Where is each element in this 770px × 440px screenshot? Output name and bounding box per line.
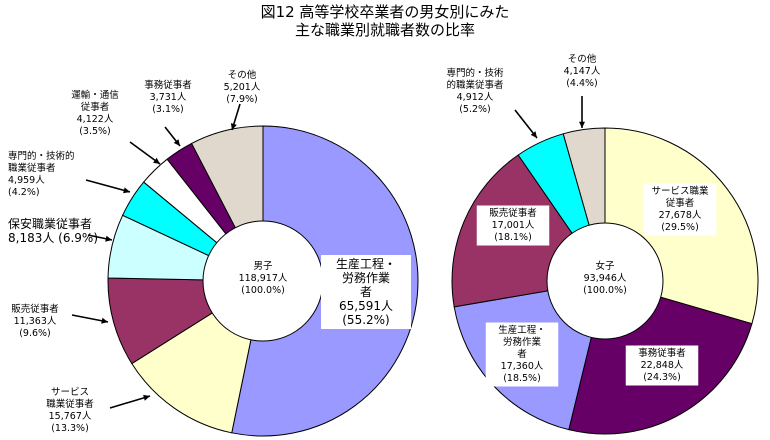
data-label-bg bbox=[485, 322, 559, 387]
data-label: 販売従事者 11,363人(9.6%) bbox=[11, 303, 59, 339]
data-label-bg bbox=[625, 345, 699, 386]
data-label: 保安職業従事者 8,183人 (6.9%) bbox=[8, 216, 98, 245]
leader-arrow bbox=[85, 179, 131, 193]
data-label: 事務従事者 3,731人(3.1%) bbox=[144, 79, 192, 115]
pie-male: 男子 118,917人(100.0%) 生産工程・労務作業者 65,591人(55.2… bbox=[8, 69, 419, 437]
pie-center-hole bbox=[546, 222, 664, 340]
leader-arrowhead bbox=[173, 139, 180, 146]
pie-center-label: 女子 93,946人(100.0%) bbox=[583, 260, 627, 296]
data-label: その他 5,201人(7.9%) bbox=[224, 69, 261, 105]
data-label: 事務従事者 22,848人(24.3%) bbox=[638, 347, 686, 383]
data-label: サービス職業従事者 27,678人(29.5%) bbox=[651, 185, 709, 233]
data-label-bg bbox=[643, 183, 717, 236]
data-label: 運輸・通信従事者 4,122人(3.5%) bbox=[71, 89, 119, 137]
leader-arrow bbox=[109, 395, 151, 409]
data-label: その他 4,147人(4.4%) bbox=[564, 53, 601, 89]
data-label: 専門的・技術的職業従事者 4,959人(4.2%) bbox=[8, 150, 75, 198]
chart-title-line: 主な職業別就職者数の比率 bbox=[295, 21, 475, 39]
data-label: サービス職業従事者 15,767人(13.3%) bbox=[46, 387, 94, 434]
leader-arrowhead bbox=[579, 121, 585, 128]
data-label: 生産工程・労務作業者 17,360人(18.5%) bbox=[498, 324, 546, 384]
chart-title-line: 図12 高等学校卒業者の男女別にみた bbox=[261, 3, 510, 21]
leader-arrowhead bbox=[101, 317, 108, 324]
data-label: 専門的・技術的職業従事者 4,912人(5.2%) bbox=[446, 67, 504, 115]
data-label: 販売従事者 17,001人(18.1%) bbox=[489, 207, 537, 243]
leader-arrowhead bbox=[530, 131, 537, 138]
pie-female: 女子 93,946人(100.0%) サービス職業従事者 27,678人(29.5%)… bbox=[446, 53, 759, 435]
data-label-bg bbox=[321, 255, 411, 329]
data-label-bg bbox=[476, 205, 550, 246]
data-label: 生産工程・労務作業者 65,591人(55.2%) bbox=[336, 256, 396, 327]
leader-arrowhead bbox=[230, 123, 237, 130]
leader-arrowhead bbox=[143, 394, 150, 401]
leader-arrowhead bbox=[153, 157, 160, 164]
leader-arrowhead bbox=[123, 187, 130, 194]
leader-arrowhead bbox=[105, 235, 112, 242]
pie-center-label: 男子 118,917人(100.0%) bbox=[239, 261, 288, 296]
